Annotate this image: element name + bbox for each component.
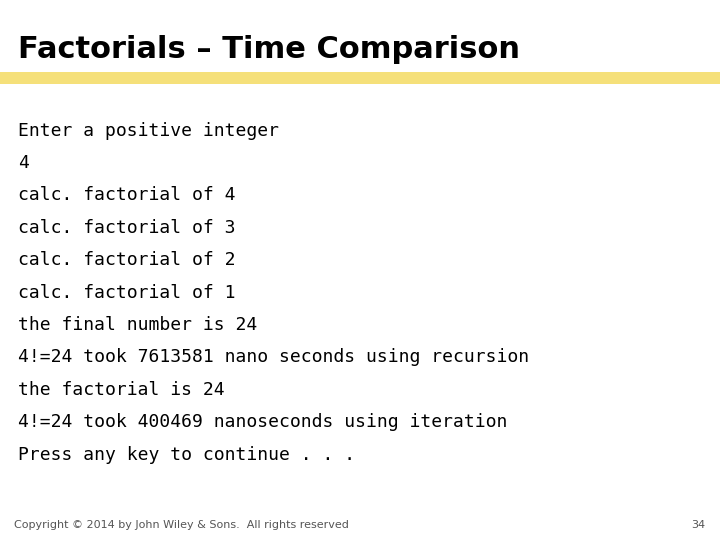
Text: 4!=24 took 7613581 nano seconds using recursion: 4!=24 took 7613581 nano seconds using re…: [18, 348, 529, 366]
Text: calc. factorial of 2: calc. factorial of 2: [18, 251, 235, 269]
Text: the factorial is 24: the factorial is 24: [18, 381, 225, 399]
Text: 4: 4: [18, 154, 29, 172]
FancyBboxPatch shape: [0, 72, 720, 84]
Text: Copyright © 2014 by John Wiley & Sons.  All rights reserved: Copyright © 2014 by John Wiley & Sons. A…: [14, 520, 349, 530]
Text: 4!=24 took 400469 nanoseconds using iteration: 4!=24 took 400469 nanoseconds using iter…: [18, 413, 508, 431]
Text: calc. factorial of 3: calc. factorial of 3: [18, 219, 235, 237]
Text: the final number is 24: the final number is 24: [18, 316, 257, 334]
Text: calc. factorial of 1: calc. factorial of 1: [18, 284, 235, 301]
Text: Factorials – Time Comparison: Factorials – Time Comparison: [18, 35, 520, 64]
Text: 34: 34: [691, 520, 706, 530]
Text: calc. factorial of 4: calc. factorial of 4: [18, 186, 235, 204]
Text: Press any key to continue . . .: Press any key to continue . . .: [18, 446, 355, 463]
Text: Enter a positive integer: Enter a positive integer: [18, 122, 279, 139]
